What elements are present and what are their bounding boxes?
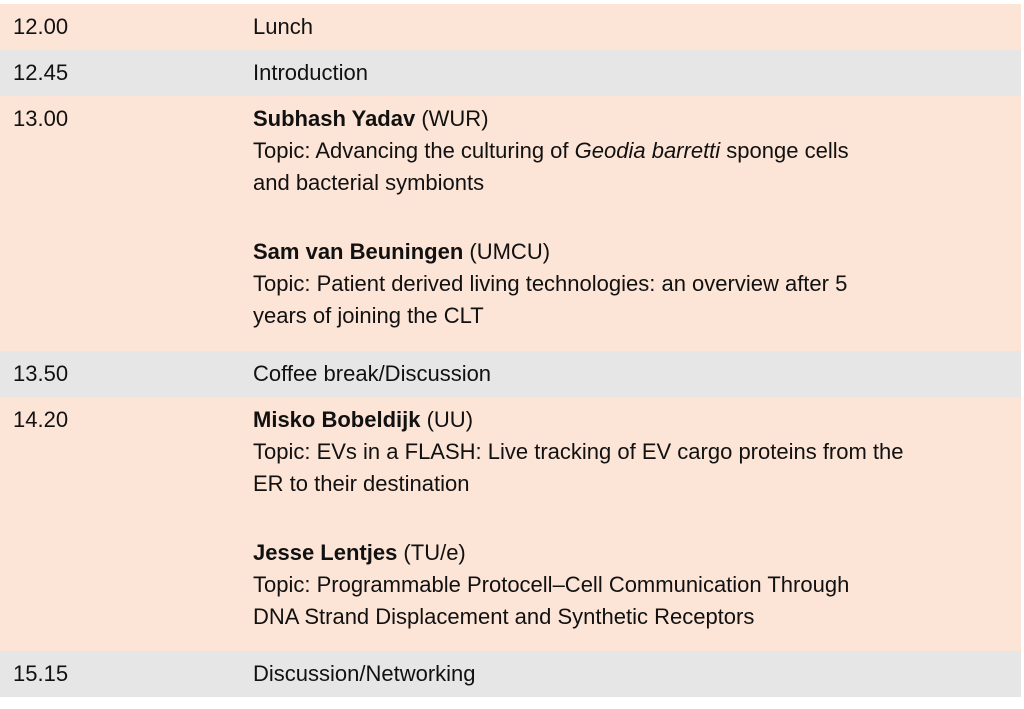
talk: Sam van Beuningen (UMCU) Topic: Patient …	[253, 236, 1021, 332]
session-title: Introduction	[253, 60, 368, 85]
time-cell: 13.50	[13, 361, 69, 386]
speaker-affiliation: (UMCU)	[463, 239, 551, 264]
talk-topic: Topic: Advancing the culturing of Geodia…	[253, 135, 1021, 167]
talk-topic: DNA Strand Displacement and Synthetic Re…	[253, 604, 755, 629]
speaker-affiliation: (UU)	[420, 407, 474, 432]
session-title: Coffee break/Discussion	[253, 361, 492, 386]
talk: Misko Bobeldijk (UU) Topic: EVs in a FLA…	[253, 404, 1021, 500]
speaker-name: Misko Bobeldijk	[253, 407, 421, 432]
speaker-name: Sam van Beuningen	[253, 239, 464, 264]
time-cell: 12.45	[13, 60, 69, 85]
time-cell: 12.00	[13, 14, 69, 39]
table-row: 12.00 Lunch	[0, 4, 1021, 50]
time-cell: 14.20	[13, 407, 69, 432]
talk-topic: Topic: Programmable Protocell–Cell Commu…	[253, 572, 850, 597]
speaker-affiliation: (WUR)	[415, 106, 489, 131]
talk-topic: ER to their destination	[253, 471, 470, 496]
talk-topic: and bacterial symbionts	[253, 170, 485, 195]
talks-cell: Misko Bobeldijk (UU) Topic: EVs in a FLA…	[253, 397, 1021, 651]
species-name: Geodia barretti	[574, 138, 721, 163]
topic-text: sponge cells	[720, 138, 849, 163]
program-table: 12.00 Lunch 12.45 Introduction 13.00 Sub…	[0, 4, 1021, 697]
session-title: Lunch	[253, 14, 313, 39]
table-row: 12.45 Introduction	[0, 50, 1021, 96]
speaker-name: Jesse Lentjes	[253, 540, 398, 565]
speaker-affiliation: (TU/e)	[397, 540, 466, 565]
table-row: 13.00 Subhash Yadav (WUR) Topic: Advanci…	[0, 96, 1021, 351]
topic-text: Topic: Advancing the culturing of	[253, 138, 575, 163]
talk-topic: years of joining the CLT	[253, 303, 484, 328]
time-cell: 13.00	[13, 106, 69, 131]
talk-topic: Topic: Patient derived living technologi…	[253, 271, 848, 296]
session-title: Discussion/Networking	[253, 661, 476, 686]
table-row: 15.15 Discussion/Networking	[0, 651, 1021, 697]
speaker-name: Subhash Yadav	[253, 106, 416, 131]
table-row: 14.20 Misko Bobeldijk (UU) Topic: EVs in…	[0, 397, 1021, 651]
talk: Jesse Lentjes (TU/e) Topic: Programmable…	[253, 537, 1021, 633]
talk-topic: Topic: EVs in a FLASH: Live tracking of …	[253, 439, 904, 464]
time-cell: 15.15	[13, 661, 69, 686]
table-row: 13.50 Coffee break/Discussion	[0, 351, 1021, 397]
talks-cell: Subhash Yadav (WUR) Topic: Advancing the…	[253, 96, 1021, 351]
talk: Subhash Yadav (WUR) Topic: Advancing the…	[253, 103, 1021, 199]
